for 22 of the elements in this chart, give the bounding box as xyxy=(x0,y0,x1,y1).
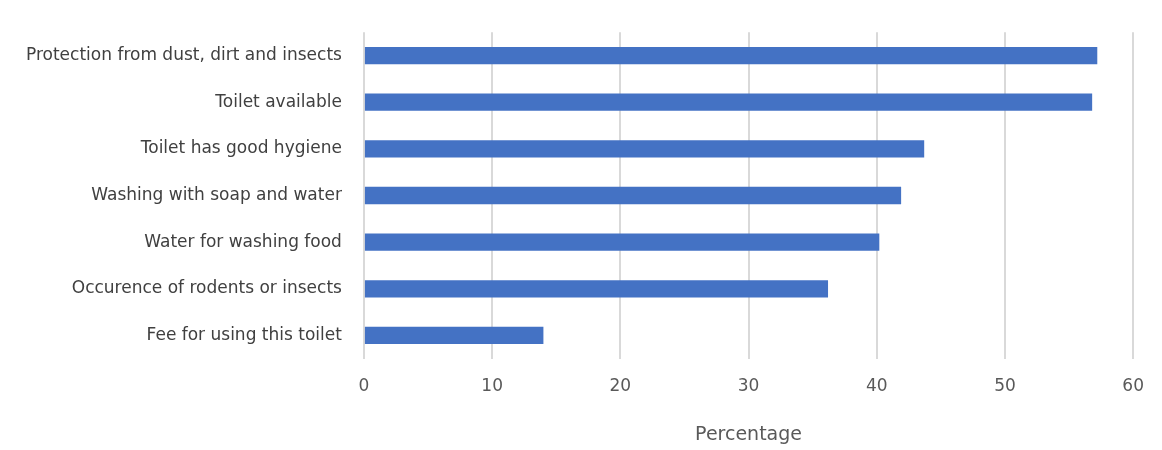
x-tick-label: 50 xyxy=(994,375,1016,396)
bar xyxy=(364,326,544,345)
y-tick-label: Protection from dust, dirt and insects xyxy=(25,43,343,64)
y-tick-label: Toilet available xyxy=(214,90,342,111)
y-tick-label: Occurence of rodents or insects xyxy=(71,277,343,298)
x-tick-label: 20 xyxy=(609,375,632,396)
y-tick-label: Water for washing food xyxy=(144,230,342,251)
y-tick-label: Fee for using this toilet xyxy=(146,323,343,344)
x-tick-label: 0 xyxy=(358,375,370,396)
bar xyxy=(364,186,902,205)
bar xyxy=(364,93,1093,111)
bar xyxy=(364,233,880,251)
x-tick-label: 30 xyxy=(737,375,760,396)
y-tick-label: Toilet has good hygiene xyxy=(139,137,342,158)
x-axis-title: Percentage xyxy=(695,421,802,444)
y-tick-label: Washing with soap and water xyxy=(91,183,342,204)
bar xyxy=(364,46,1098,65)
bar xyxy=(364,280,829,298)
x-tick-label: 60 xyxy=(1122,375,1144,396)
bar xyxy=(364,140,925,158)
x-tick-label: 10 xyxy=(481,375,503,396)
x-tick-label: 40 xyxy=(865,375,888,396)
